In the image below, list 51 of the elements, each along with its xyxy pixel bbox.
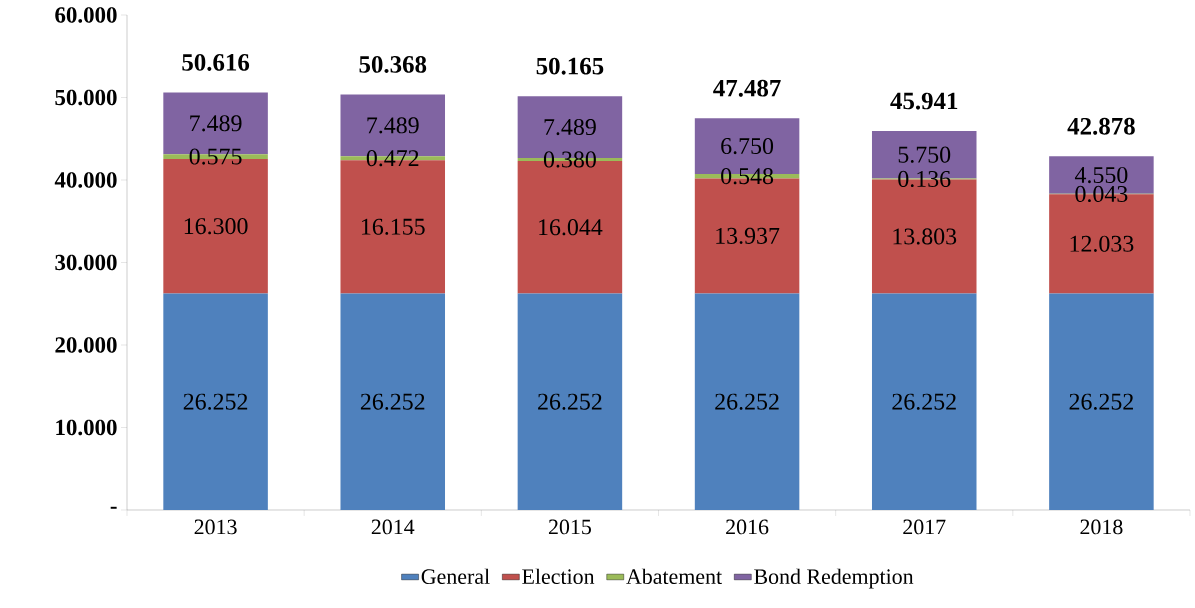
x-tick-label: 2016: [726, 519, 769, 535]
x-tick-label: 2017: [903, 519, 946, 535]
bar: [517, 293, 623, 510]
data-label: 0.548: [721, 168, 774, 185]
bar: [340, 293, 446, 510]
legend-label: General: [421, 568, 490, 585]
y-tick-label: 50.000: [55, 89, 117, 106]
total-label: 50.616: [182, 53, 250, 71]
total-label: 47.487: [713, 79, 781, 97]
data-label: 7.489: [544, 118, 596, 136]
y-tick-label: 10.000: [56, 419, 117, 436]
y-tick-label: 60.000: [55, 7, 117, 23]
data-label: 26.252: [1069, 393, 1133, 410]
legend-label: Bond Redemption: [754, 568, 914, 589]
total-label: 42.878: [1067, 117, 1135, 135]
x-tick-label: 2013: [194, 519, 237, 535]
x-tick-label: 2015: [548, 519, 591, 535]
legend-label: Election: [522, 568, 595, 585]
data-label: 12.033: [1070, 235, 1134, 252]
data-label: 16.300: [184, 218, 248, 235]
total-label: 50.165: [536, 57, 604, 75]
data-label: 4.550: [1074, 166, 1128, 184]
data-label: 26.252: [360, 393, 425, 410]
total-label: 45.941: [890, 92, 958, 110]
x-tick-label: 2018: [1080, 519, 1123, 535]
data-label: 0.043: [1075, 185, 1128, 203]
data-label: 7.489: [367, 117, 419, 134]
total-label: 50.368: [359, 56, 427, 73]
y-tick-label: -: [110, 506, 117, 509]
bar: [871, 293, 977, 510]
data-label: 7.489: [190, 115, 242, 132]
data-label: 26.252: [538, 393, 602, 410]
data-label: 0.472: [366, 150, 419, 167]
data-label: 26.252: [183, 393, 248, 410]
data-label: 13.803: [893, 228, 957, 245]
bar: [163, 293, 268, 510]
data-label: 16.155: [361, 218, 425, 235]
y-tick-label: 40.000: [54, 172, 117, 188]
y-tick-label: 20.000: [55, 337, 117, 353]
data-label: 0.136: [898, 170, 951, 188]
y-tick-label: 30.000: [55, 254, 117, 271]
data-label: 6.750: [721, 137, 774, 155]
x-tick-label: 2014: [371, 519, 415, 535]
data-label: 13.937: [716, 227, 780, 245]
data-label: 26.252: [715, 393, 779, 410]
bar: [694, 293, 800, 510]
data-label: 16.044: [539, 219, 603, 236]
bar: [1049, 293, 1154, 510]
legend-label: Abatement: [626, 568, 722, 585]
data-label: 26.252: [892, 393, 956, 410]
data-label: 5.750: [898, 146, 951, 163]
